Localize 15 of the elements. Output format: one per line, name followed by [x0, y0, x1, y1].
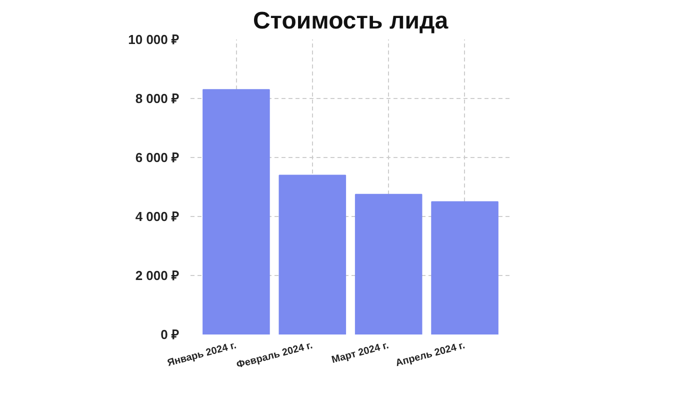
y-tick-label: 2 000 ₽ [135, 268, 180, 283]
y-tick-label: 0 ₽ [160, 327, 180, 342]
x-tick-label: Март 2024 г. [330, 340, 390, 366]
bar [278, 174, 346, 334]
y-tick-label: 8 000 ₽ [135, 91, 180, 106]
bar [354, 194, 422, 334]
y-tick-label: 6 000 ₽ [135, 150, 180, 165]
y-tick-label: 4 000 ₽ [135, 209, 180, 224]
bar [202, 89, 270, 334]
bar [431, 201, 498, 334]
x-tick-label: Январь 2024 г. [166, 340, 238, 370]
x-tick-label: Февраль 2024 г. [235, 340, 314, 371]
y-tick-label: 10 000 ₽ [128, 32, 180, 47]
chart-title: Стоимость лида [252, 8, 449, 34]
x-tick-label: Апрель 2024 г. [394, 340, 466, 370]
